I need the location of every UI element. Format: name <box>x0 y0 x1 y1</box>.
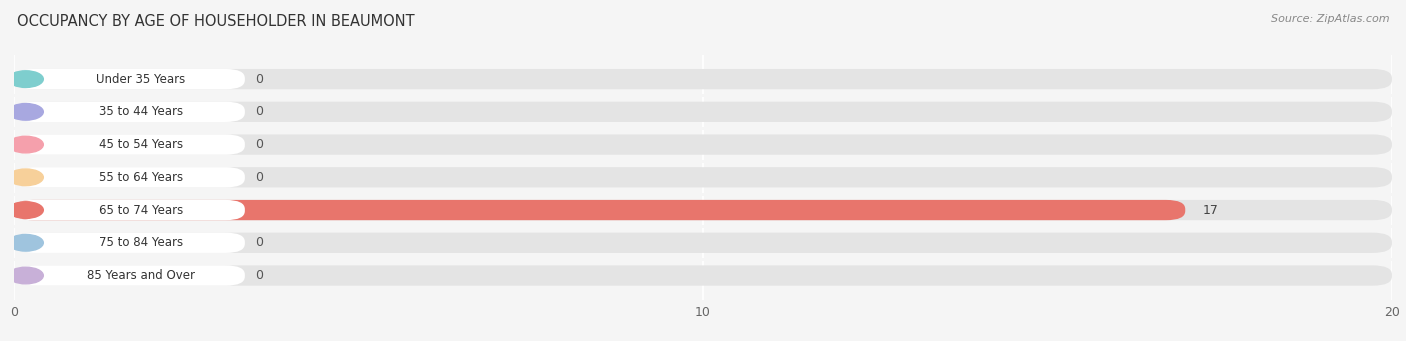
Text: 75 to 84 Years: 75 to 84 Years <box>98 236 183 249</box>
FancyBboxPatch shape <box>14 134 1392 155</box>
Text: 0: 0 <box>256 269 263 282</box>
FancyBboxPatch shape <box>14 134 245 155</box>
FancyBboxPatch shape <box>14 265 245 286</box>
Text: 55 to 64 Years: 55 to 64 Years <box>98 171 183 184</box>
Circle shape <box>8 104 44 120</box>
Text: 65 to 74 Years: 65 to 74 Years <box>98 204 183 217</box>
FancyBboxPatch shape <box>14 167 245 188</box>
Circle shape <box>8 136 44 153</box>
FancyBboxPatch shape <box>14 69 1392 89</box>
FancyBboxPatch shape <box>14 167 1392 188</box>
Text: 0: 0 <box>256 138 263 151</box>
FancyBboxPatch shape <box>14 200 1185 220</box>
Circle shape <box>8 169 44 186</box>
FancyBboxPatch shape <box>14 265 1392 286</box>
FancyBboxPatch shape <box>14 69 245 89</box>
FancyBboxPatch shape <box>14 200 1392 220</box>
Text: 0: 0 <box>256 171 263 184</box>
Text: OCCUPANCY BY AGE OF HOUSEHOLDER IN BEAUMONT: OCCUPANCY BY AGE OF HOUSEHOLDER IN BEAUM… <box>17 14 415 29</box>
Text: Under 35 Years: Under 35 Years <box>97 73 186 86</box>
FancyBboxPatch shape <box>14 102 245 122</box>
FancyBboxPatch shape <box>14 233 1392 253</box>
Text: 35 to 44 Years: 35 to 44 Years <box>98 105 183 118</box>
Text: 0: 0 <box>256 236 263 249</box>
Circle shape <box>8 202 44 218</box>
FancyBboxPatch shape <box>14 102 1392 122</box>
Circle shape <box>8 71 44 87</box>
Text: 17: 17 <box>1202 204 1219 217</box>
Circle shape <box>8 267 44 284</box>
Circle shape <box>8 235 44 251</box>
Text: 45 to 54 Years: 45 to 54 Years <box>98 138 183 151</box>
FancyBboxPatch shape <box>14 233 245 253</box>
Text: 85 Years and Over: 85 Years and Over <box>87 269 195 282</box>
Text: Source: ZipAtlas.com: Source: ZipAtlas.com <box>1271 14 1389 24</box>
Text: 0: 0 <box>256 73 263 86</box>
Text: 0: 0 <box>256 105 263 118</box>
FancyBboxPatch shape <box>14 200 245 220</box>
